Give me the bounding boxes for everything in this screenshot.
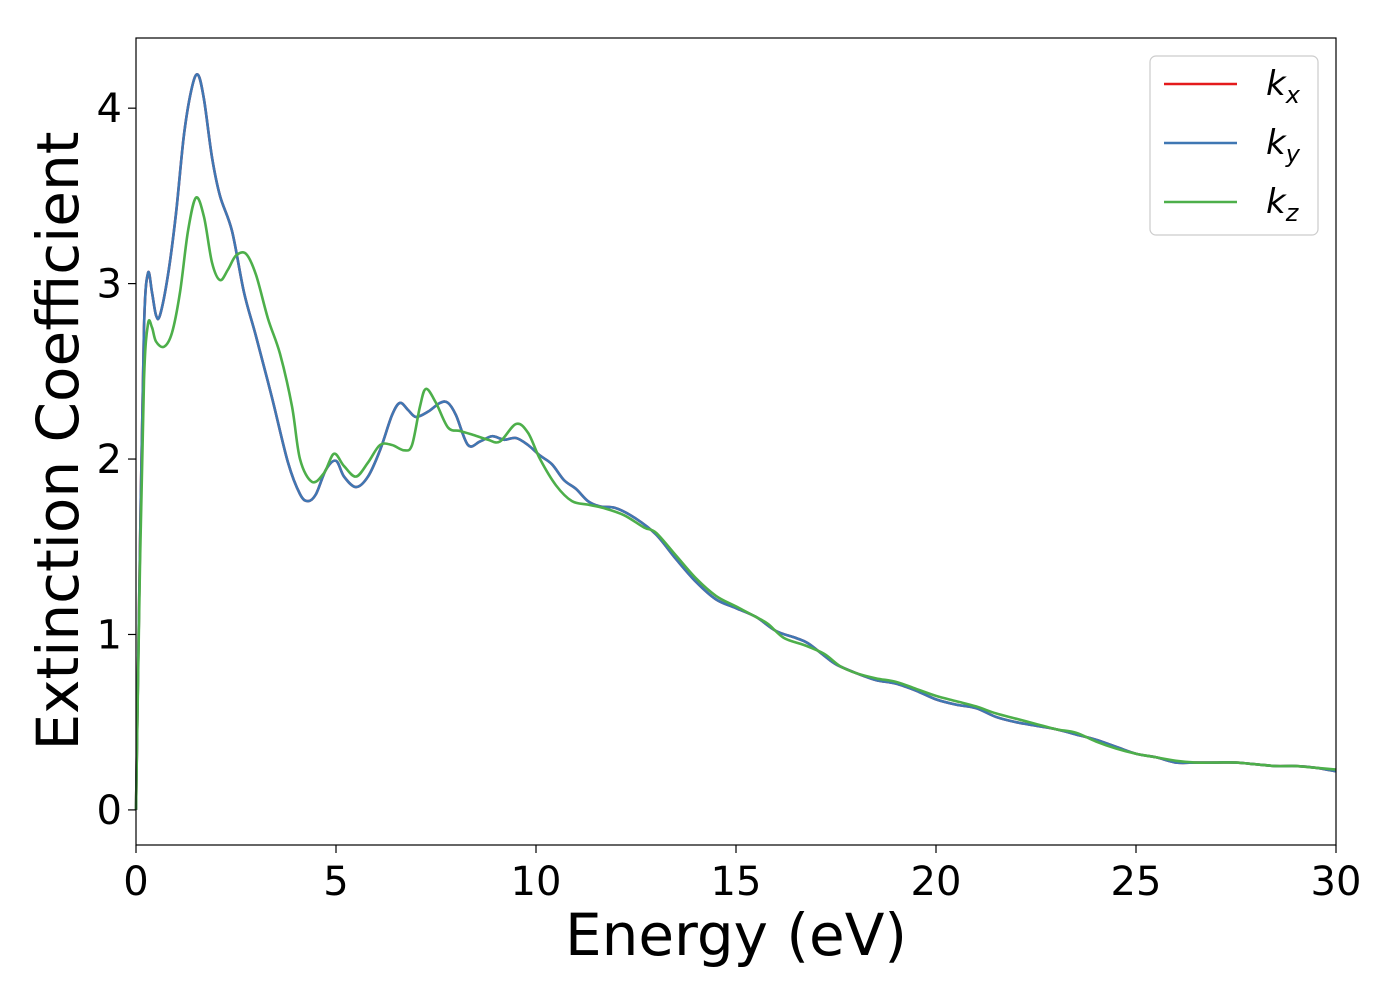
y-tick-label: 3 <box>97 262 122 308</box>
y-axis-label: Extinction Coefficient <box>24 132 92 751</box>
x-tick-label: 0 <box>123 859 148 905</box>
legend-label-x: kx <box>1266 64 1301 109</box>
y-axis: 0 1 2 3 4 <box>97 86 136 834</box>
y-tick-label: 1 <box>97 612 122 658</box>
x-axis: 0 5 10 15 20 25 30 <box>123 845 1361 905</box>
y-tick-label: 0 <box>97 788 122 834</box>
series-line-z <box>134 196 1337 810</box>
x-tick-label: 10 <box>511 859 562 905</box>
x-tick-label: 5 <box>323 859 348 905</box>
x-tick-label: 25 <box>1111 859 1162 905</box>
x-axis-label: Energy (eV) <box>565 901 907 969</box>
legend-label-z: kz <box>1266 182 1300 227</box>
legend: kx ky kz <box>1149 55 1319 236</box>
y-tick-label: 4 <box>97 86 122 132</box>
series-lines <box>134 73 1337 810</box>
legend-box <box>1149 55 1319 236</box>
legend-label-y: ky <box>1266 123 1301 168</box>
y-tick-label: 2 <box>97 437 122 483</box>
x-tick-label: 20 <box>911 859 962 905</box>
x-tick-label: 15 <box>711 859 762 905</box>
x-tick-label: 30 <box>1311 859 1362 905</box>
